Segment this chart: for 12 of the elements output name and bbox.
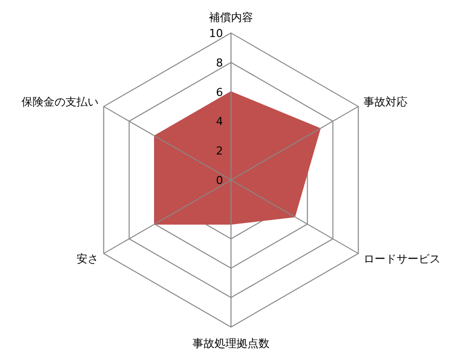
y-tick-label: 10	[209, 27, 223, 40]
spoke-label: 事故処理拠点数	[192, 337, 270, 350]
spoke-label: ロードサービス	[364, 252, 440, 266]
y-tick-label: 0	[216, 174, 223, 187]
y-tick-label: 8	[216, 56, 223, 70]
spoke-label: 保険金の支払い	[22, 96, 98, 108]
y-tick-label: 4	[216, 115, 223, 128]
spoke-label: 事故対応	[364, 96, 408, 108]
y-tick-label: 2	[216, 144, 223, 158]
spoke-label: 補償内容	[209, 11, 253, 24]
y-tick-label: 6	[216, 86, 223, 99]
spoke-label: 安さ	[76, 252, 98, 266]
